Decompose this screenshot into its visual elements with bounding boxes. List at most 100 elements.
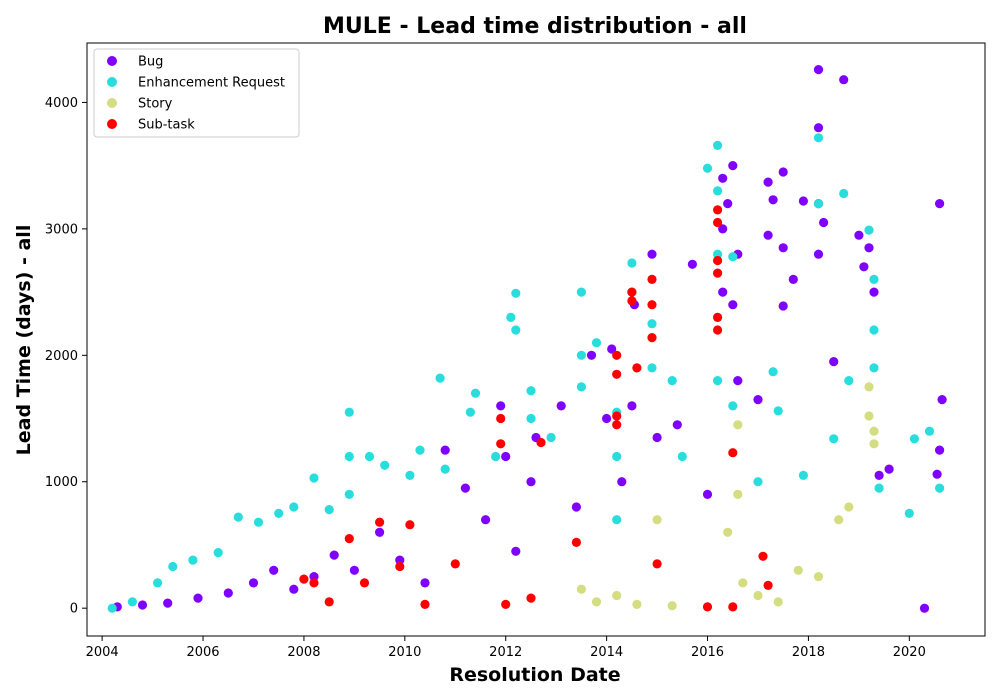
series-enhancement-request	[107, 133, 945, 613]
legend-label-bug: Bug	[138, 55, 163, 70]
data-point-sub-task	[612, 420, 622, 430]
data-point-enhancement-request	[415, 445, 425, 455]
data-point-sub-task	[496, 413, 506, 424]
data-point-enhancement-request	[935, 483, 945, 493]
data-point-enhancement-request	[465, 407, 475, 417]
data-point-enhancement-request	[813, 133, 824, 143]
data-point-sub-task	[450, 559, 460, 569]
data-point-bug	[269, 565, 279, 575]
data-point-bug	[718, 224, 728, 234]
data-point-bug	[571, 502, 582, 512]
data-point-enhancement-request	[702, 163, 713, 173]
y-axis-label: Lead Time (days) - all	[13, 225, 35, 456]
data-point-bug	[309, 572, 319, 582]
data-point-enhancement-request	[667, 376, 677, 386]
data-point-bug	[481, 515, 491, 525]
data-point-story	[864, 411, 874, 421]
data-point-story	[753, 590, 763, 601]
legend-marker-sub-task	[107, 119, 117, 129]
data-point-bug	[854, 230, 864, 240]
data-point-bug	[647, 249, 657, 259]
data-point-bug	[728, 161, 738, 171]
data-point-bug	[778, 167, 788, 177]
data-point-enhancement-request	[904, 508, 914, 518]
data-point-story	[793, 565, 803, 575]
data-point-sub-task	[632, 363, 642, 373]
data-point-bug	[496, 401, 506, 411]
data-point-sub-task	[647, 300, 657, 310]
data-point-enhancement-request	[506, 312, 516, 322]
data-point-sub-task	[627, 296, 637, 306]
data-point-sub-task	[501, 599, 511, 610]
data-point-sub-task	[647, 333, 657, 343]
data-point-enhancement-request	[344, 489, 354, 499]
data-point-enhancement-request	[909, 434, 920, 444]
data-point-story	[813, 572, 824, 582]
data-point-bug	[819, 217, 829, 228]
data-point-enhancement-request	[924, 426, 935, 436]
data-point-bug	[813, 123, 824, 133]
data-point-bug	[935, 199, 945, 209]
data-point-sub-task	[713, 268, 723, 278]
data-point-enhancement-request	[233, 512, 243, 522]
data-point-bug	[798, 196, 809, 206]
chart-title: MULE - Lead time distribution - all	[323, 14, 747, 39]
data-point-enhancement-request	[364, 451, 375, 462]
data-point-enhancement-request	[405, 470, 415, 480]
data-point-enhancement-request	[289, 502, 299, 512]
data-point-enhancement-request	[511, 325, 521, 335]
data-point-bug	[718, 287, 728, 297]
data-point-bug	[511, 546, 521, 556]
data-point-story	[723, 527, 733, 537]
data-point-enhancement-request	[874, 483, 884, 493]
data-point-bug	[329, 550, 339, 560]
data-point-enhancement-request	[188, 555, 198, 565]
data-point-bug	[607, 344, 617, 354]
data-point-enhancement-request	[435, 373, 445, 383]
data-point-bug	[723, 199, 733, 209]
data-point-bug	[652, 432, 662, 443]
data-point-enhancement-request	[713, 249, 723, 259]
data-point-enhancement-request	[511, 288, 521, 298]
x-tick-label: 2016	[691, 645, 724, 660]
y-axis-ticks: 0 1000 2000 3000 4000	[45, 96, 87, 617]
data-point-bug	[884, 464, 894, 474]
data-point-enhancement-request	[253, 517, 264, 527]
data-point-story	[667, 601, 677, 611]
data-point-enhancement-request	[768, 367, 778, 377]
data-point-story	[632, 599, 642, 610]
data-point-sub-task	[713, 205, 723, 215]
data-point-bug	[420, 578, 430, 588]
data-point-sub-task	[405, 520, 415, 530]
y-tick-label: 4000	[45, 96, 78, 111]
data-point-sub-task	[763, 580, 773, 591]
legend-marker-bug	[107, 56, 117, 66]
data-point-sub-task	[612, 369, 622, 379]
data-point-bug	[778, 301, 788, 311]
data-point-sub-task	[702, 602, 713, 612]
data-point-bug	[702, 489, 713, 499]
data-point-bug	[672, 420, 682, 430]
data-point-bug	[869, 287, 879, 297]
data-point-bug	[440, 445, 450, 455]
data-point-enhancement-request	[627, 258, 637, 268]
data-point-enhancement-request	[274, 508, 284, 518]
data-point-bug	[935, 445, 945, 455]
data-point-bug	[728, 300, 738, 310]
data-point-sub-task	[728, 602, 738, 612]
data-point-enhancement-request	[713, 140, 723, 150]
data-point-sub-task	[536, 437, 546, 448]
data-point-enhancement-request	[576, 382, 587, 392]
data-point-enhancement-request	[728, 401, 738, 411]
data-point-bug	[223, 588, 233, 598]
series-story	[576, 382, 879, 611]
legend-label-sub-task: Sub-task	[138, 118, 195, 133]
data-point-bug	[864, 243, 874, 253]
data-point-enhancement-request	[491, 451, 501, 462]
data-point-bug	[813, 249, 824, 259]
data-point-bug	[248, 578, 259, 588]
data-point-enhancement-request	[869, 363, 879, 373]
data-point-bug	[460, 483, 470, 493]
data-point-bug	[627, 401, 637, 411]
data-point-enhancement-request	[440, 464, 450, 474]
